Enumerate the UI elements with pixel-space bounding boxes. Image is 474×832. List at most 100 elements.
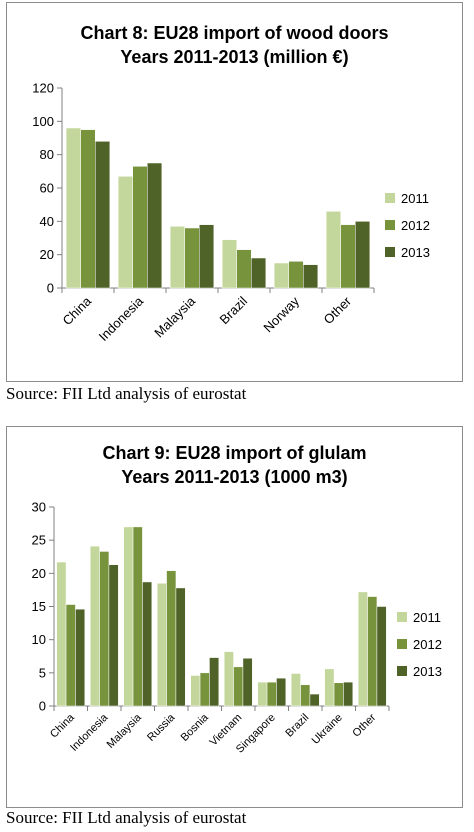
legend-swatch-2011 (385, 193, 395, 203)
bar-indonesia-2011 (117, 176, 133, 289)
bar-indonesia-2013 (147, 162, 163, 289)
x-tick-label: China (59, 293, 94, 328)
bar-norway-2013 (303, 264, 319, 289)
bar-other-2013 (355, 221, 371, 289)
legend-swatch-2012 (385, 220, 395, 230)
chart-wood-doors-plot: 0 20 40 60 80 100 120 China Indonesia Malaysia Bra… (32, 81, 430, 344)
y-tick-label: 25 (32, 533, 46, 548)
bar-other-2011 (357, 591, 368, 707)
bar-brazil-2012 (300, 684, 311, 707)
bar-ukraine-2012 (333, 682, 344, 707)
bar-indonesia-2012 (132, 166, 148, 289)
chart-title-line1: Chart 8: EU28 import of wood doors (80, 23, 389, 43)
chart-title: Chart 9: EU28 import of glulam Years 201… (7, 441, 462, 489)
y-tick-label: 40 (40, 214, 54, 229)
bar-russia-2011 (156, 583, 167, 707)
x-tick-label: Other (321, 293, 355, 327)
x-tick-label: Brazil (217, 293, 251, 327)
y-tick-label: 120 (32, 81, 54, 96)
bar-singapore-2012 (266, 681, 277, 707)
bar-malaysia-2011 (169, 226, 185, 289)
x-tick-label: China (48, 711, 77, 740)
chart-title: Chart 8: EU28 import of wood doors Years… (7, 21, 462, 69)
bar-other-2013 (376, 606, 387, 707)
y-tick-label: 20 (40, 247, 54, 262)
bar-other-2011 (325, 211, 341, 289)
bar-ukraine-2013 (343, 681, 354, 707)
source-note: Source: FII Ltd analysis of eurostat (6, 808, 247, 827)
bar-bosnia-2012 (199, 672, 210, 707)
legend-swatch-2013 (385, 247, 395, 257)
x-tick-label: Malaysia (105, 711, 145, 751)
x-tick-label: Russia (145, 711, 178, 744)
bar-norway-2011 (273, 262, 289, 289)
y-tick-label: 80 (40, 147, 54, 162)
x-tick-label: Brazil (283, 712, 311, 740)
bar-malaysia-2013 (199, 224, 215, 289)
bar-bosnia-2013 (209, 657, 220, 707)
bar-malaysia-2012 (132, 526, 143, 707)
bar-malaysia-2011 (123, 526, 134, 707)
bar-china-2012 (65, 604, 76, 707)
x-tick-label: Malaysia (151, 293, 198, 340)
legend-label-2012: 2012 (401, 218, 430, 233)
bar-bosnia-2011 (190, 675, 201, 707)
chart-wood-doors: Chart 8: EU28 import of wood doors Years… (6, 2, 463, 382)
bar-vietnam-2012 (233, 666, 244, 707)
chart-title-line2: Years 2011-2013 (1000 m3) (121, 467, 348, 487)
bar-indonesia-2013 (108, 564, 119, 707)
y-tick-label: 30 (32, 500, 46, 515)
x-tick-label: Ukraine (310, 712, 345, 747)
legend-swatch-2013 (397, 666, 407, 676)
bar-china-2013 (75, 608, 86, 707)
x-tick-label: Indonesia (68, 711, 111, 754)
y-tick-label: 0 (47, 281, 54, 296)
bar-vietnam-2013 (242, 657, 253, 707)
bar-brazil-2012 (236, 249, 252, 289)
chart-title-line2: Years 2011-2013 (million €) (120, 47, 349, 67)
y-tick-label: 60 (40, 181, 54, 196)
bar-other-2012 (367, 596, 378, 707)
bar-brazil-2013 (309, 693, 320, 707)
y-tick-label: 15 (32, 599, 46, 614)
legend-swatch-2011 (397, 612, 407, 622)
bar-china-2013 (95, 141, 111, 289)
chart-glulam: Chart 9: EU28 import of glulam Years 201… (6, 426, 463, 808)
bar-indonesia-2012 (99, 551, 110, 707)
bar-china-2011 (65, 127, 81, 289)
bar-brazil-2011 (221, 239, 237, 289)
bar-norway-2012 (288, 261, 304, 289)
bar-malaysia-2013 (142, 581, 153, 707)
y-tick-label: 0 (39, 699, 46, 714)
bar-malaysia-2012 (184, 227, 200, 289)
bar-china-2011 (56, 561, 67, 707)
bar-ukraine-2011 (324, 668, 335, 707)
y-tick-label: 100 (32, 114, 54, 129)
bar-brazil-2013 (251, 257, 267, 289)
legend-label-2011: 2011 (401, 191, 429, 206)
bar-indonesia-2011 (89, 545, 100, 707)
bar-china-2012 (80, 129, 96, 289)
bar-russia-2013 (175, 587, 186, 707)
y-tick-label: 20 (32, 566, 46, 581)
y-tick-label: 10 (32, 632, 46, 647)
legend-label-2013: 2013 (401, 245, 430, 260)
bar-russia-2012 (166, 570, 177, 707)
x-tick-label: Norway (260, 293, 302, 335)
bar-singapore-2013 (276, 677, 287, 707)
bar-singapore-2011 (257, 681, 268, 707)
bar-brazil-2011 (290, 673, 301, 707)
legend-swatch-2012 (397, 639, 407, 649)
legend-label-2011: 2011 (413, 610, 441, 625)
legend-label-2013: 2013 (413, 664, 442, 679)
chart-title-line1: Chart 9: EU28 import of glulam (102, 443, 367, 463)
x-tick-label: Bosnia (179, 711, 212, 744)
bar-vietnam-2011 (223, 651, 234, 707)
source-note: Source: FII Ltd analysis of eurostat (6, 384, 247, 403)
y-tick-label: 5 (39, 665, 46, 680)
x-tick-label: Indonesia (96, 293, 147, 344)
bar-other-2012 (340, 224, 356, 289)
x-tick-label: Other (350, 711, 378, 739)
legend-label-2012: 2012 (413, 637, 442, 652)
